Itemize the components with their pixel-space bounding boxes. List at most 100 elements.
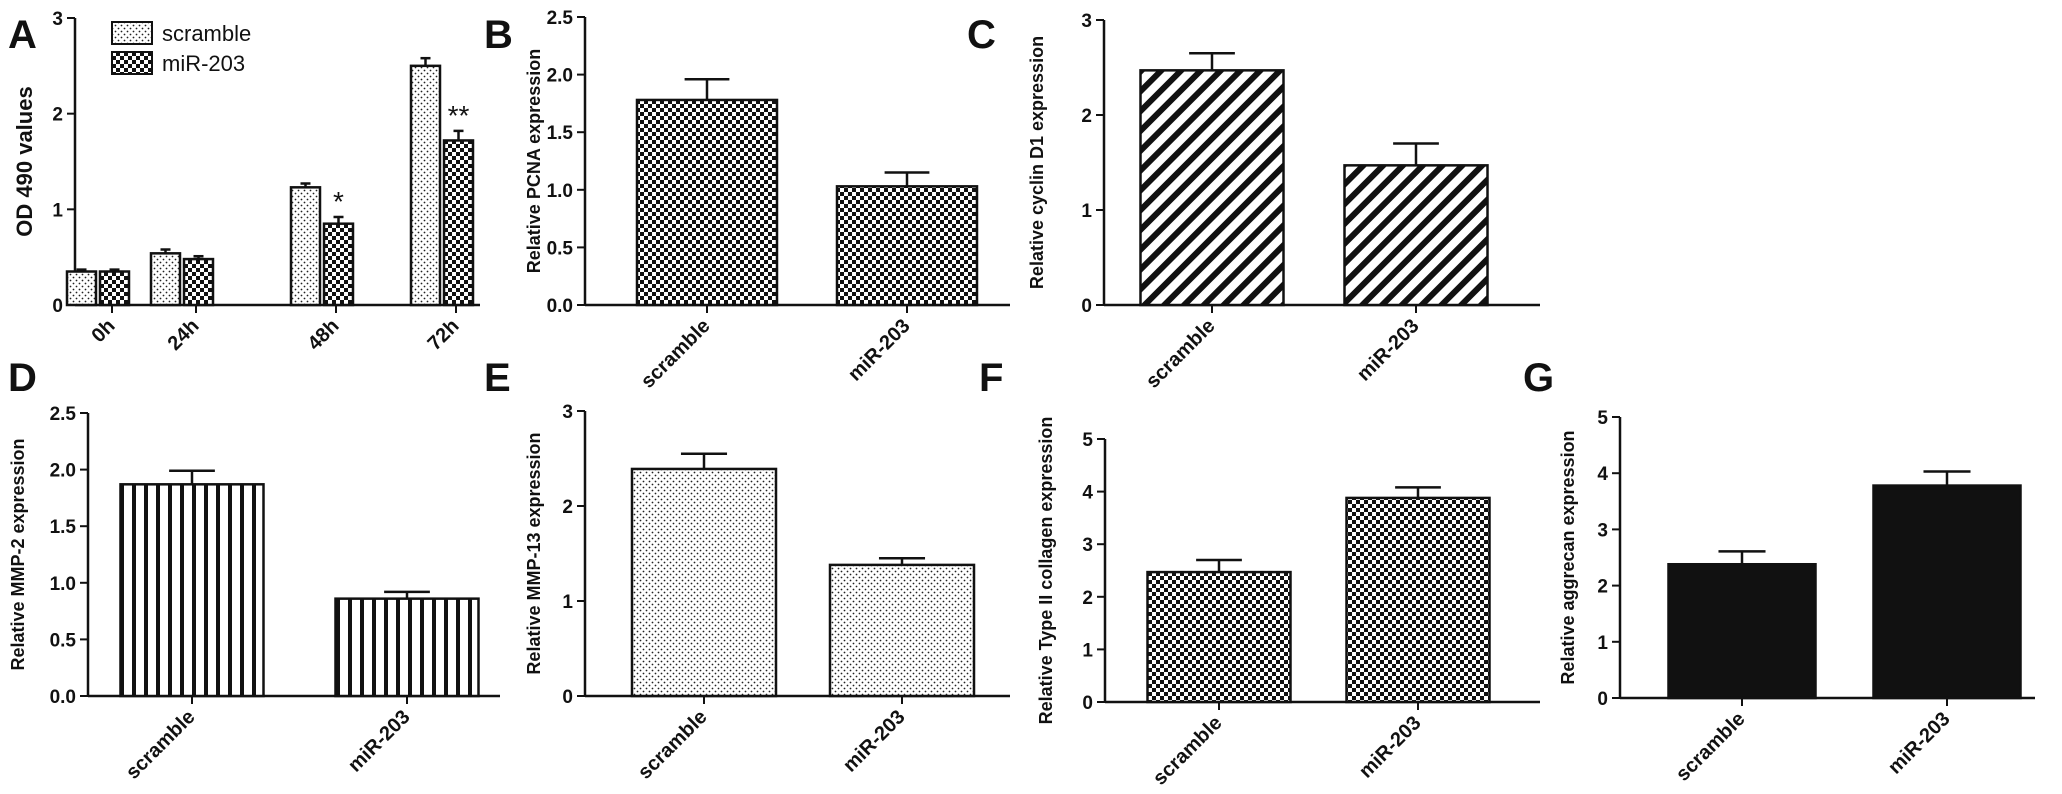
y-tick-label: 5: [1597, 408, 1608, 429]
error-bar: [160, 248, 171, 254]
y-tick-label: 3: [562, 402, 573, 423]
y-tick-label: 2.5: [50, 404, 77, 425]
legend-label: scramble: [162, 21, 251, 46]
x-tick-label: miR-203: [839, 706, 910, 777]
x-tick-label: scramble: [634, 706, 712, 784]
bar-scramble: [635, 98, 779, 307]
bar-scramble: [630, 467, 778, 698]
error-bar: [878, 557, 926, 565]
y-tick-label: 2.0: [50, 461, 76, 482]
x-tick-label: miR-203: [1884, 708, 1955, 779]
legend-swatch-mir-203: [111, 51, 153, 75]
x-tick-label: scramble: [1149, 712, 1227, 790]
x-tick-label: miR-203: [344, 706, 415, 777]
x-tick-label: 0h: [87, 315, 119, 347]
y-tick-label: 1: [1597, 633, 1608, 654]
y-tick-label: 1.0: [547, 181, 573, 202]
error-bar: [1923, 470, 1971, 486]
bar-scramble-0h: [65, 270, 98, 307]
panel-g: G 0 1 2 3 4 5 Relative aggrecan expression scram…: [1523, 356, 2035, 786]
bar-scramble: [1667, 562, 1817, 700]
bar-scramble-24h: [149, 252, 182, 307]
x-tick-label: 24h: [164, 315, 204, 355]
bar-mir-203: [1345, 496, 1491, 704]
bar-scramble-48h: [289, 186, 322, 307]
bar-mir-203-48h: [322, 222, 355, 307]
x-tick-label: scramble: [637, 315, 715, 393]
y-tick-label: 1.0: [50, 574, 76, 595]
error-bar: [1189, 52, 1235, 71]
y-tick-label: 4: [1082, 483, 1093, 504]
bar-scramble-72h: [409, 64, 442, 307]
bar-scramble: [1146, 570, 1292, 704]
bar-mir-203-24h: [182, 257, 215, 307]
error-bar: [680, 452, 728, 469]
y-tick-label: 0: [1597, 689, 1608, 710]
y-axis-label: Relative MMP-13 expression: [524, 432, 544, 674]
error-bar: [1395, 486, 1441, 498]
y-axis-label: Relative Type II collagen expression: [1036, 417, 1056, 725]
bar-scramble: [119, 483, 265, 698]
panel-f: F 0 1 2 3 4 5 Relative Type II collagen express…: [979, 356, 1540, 790]
x-tick-label: scramble: [1672, 708, 1750, 786]
y-tick-label: 0.0: [547, 296, 573, 317]
y-tick-label: 2: [52, 105, 63, 126]
y-tick-label: 0: [1082, 693, 1093, 714]
significance-marker: *: [333, 186, 344, 217]
panel-g-label: G: [1523, 356, 1554, 400]
panel-c: C 0 1 2 3 Relative cyclin D1 expression scramb…: [967, 11, 1540, 393]
error-bar: [333, 215, 344, 224]
y-tick-label: 0.5: [50, 630, 77, 651]
y-axis-label: Relative cyclin D1 expression: [1027, 36, 1047, 289]
y-tick-label: 2: [1082, 588, 1093, 609]
x-tick-label: scramble: [1142, 315, 1220, 393]
legend-label: miR-203: [162, 51, 245, 76]
y-tick-label: 3: [1597, 520, 1608, 541]
y-tick-label: 0: [1081, 296, 1092, 317]
y-axis-label: Relative aggrecan expression: [1558, 430, 1578, 684]
y-tick-label: 1: [1082, 640, 1093, 661]
bar-mir-203: [1343, 164, 1489, 307]
y-tick-label: 2: [1081, 106, 1092, 127]
x-tick-label: 72h: [424, 315, 464, 355]
y-tick-label: 2: [1597, 577, 1608, 598]
error-bar: [109, 268, 120, 272]
y-tick-label: 0: [52, 296, 63, 317]
significance-marker: **: [448, 100, 470, 131]
y-tick-label: 0.0: [50, 687, 76, 708]
x-tick-label: 48h: [304, 315, 344, 355]
bar-mir-203: [1872, 484, 2022, 700]
y-tick-label: 4: [1597, 464, 1608, 485]
y-tick-label: 3: [52, 9, 63, 30]
y-tick-label: 3: [1081, 11, 1092, 32]
y-tick-label: 1: [562, 592, 573, 613]
panel-e: E 0 1 2 3 Relative MMP-13 expression scramble m…: [484, 356, 1010, 784]
bar-mir-203-72h: [442, 139, 475, 307]
x-tick-label: miR-203: [1355, 712, 1426, 783]
error-bar: [76, 268, 87, 272]
error-bar: [453, 129, 464, 141]
y-tick-label: 5: [1082, 430, 1093, 451]
panel-f-label: F: [979, 356, 1003, 400]
error-bar: [420, 56, 431, 66]
y-tick-label: 1.5: [50, 517, 77, 538]
panel-e-label: E: [484, 356, 511, 400]
y-tick-label: 1: [1081, 201, 1092, 222]
panel-b-label: B: [484, 13, 513, 57]
error-bar: [300, 182, 311, 188]
y-tick-label: 2.5: [547, 8, 574, 29]
x-tick-label: miR-203: [1353, 315, 1424, 386]
y-tick-label: 1.5: [547, 123, 574, 144]
y-axis-label: OD 490 values: [12, 86, 37, 236]
bar-scramble: [1139, 69, 1285, 307]
legend: scramble miR-203: [111, 21, 251, 76]
error-bar: [193, 254, 204, 260]
y-tick-label: 2.0: [547, 66, 573, 87]
error-bar: [1196, 558, 1242, 573]
error-bar: [684, 77, 730, 100]
error-bar: [1718, 550, 1766, 565]
error-bar: [384, 590, 430, 599]
